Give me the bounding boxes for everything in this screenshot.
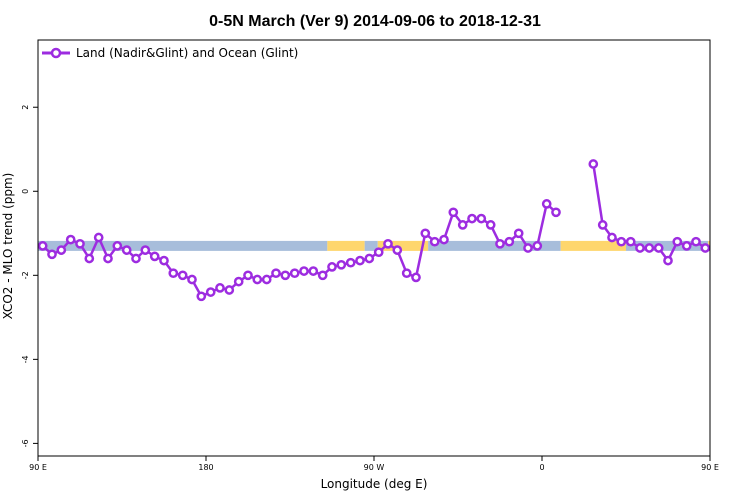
band-segment — [38, 240, 328, 251]
data-point — [271, 268, 281, 279]
x-tick-label: 0 — [539, 463, 544, 472]
data-point — [625, 236, 636, 247]
data-point — [523, 243, 533, 253]
data-series — [37, 159, 711, 302]
data-point — [597, 220, 608, 230]
data-point — [177, 270, 188, 281]
data-point — [131, 253, 141, 264]
data-point — [588, 159, 599, 169]
data-point — [681, 241, 692, 251]
data-point — [392, 245, 403, 255]
data-point — [429, 236, 440, 247]
data-point — [439, 234, 449, 245]
band-segment — [428, 240, 561, 251]
y-tick-label: 0 — [21, 189, 30, 194]
data-point — [103, 253, 113, 264]
data-point — [616, 236, 627, 247]
data-point — [532, 241, 543, 251]
data-point — [457, 220, 468, 230]
x-tick-label: 90 E — [29, 463, 47, 472]
data-point — [93, 232, 104, 243]
data-point — [233, 276, 244, 287]
data-point — [373, 247, 384, 258]
band-segment — [327, 240, 365, 251]
data-point — [327, 262, 337, 272]
data-point — [168, 268, 179, 279]
x-tick-label: 90 W — [364, 463, 385, 472]
data-point — [364, 253, 375, 264]
data-point — [121, 245, 132, 255]
y-axis-label: XCO2 - MLO trend (ppm) — [1, 173, 15, 320]
data-point — [504, 236, 515, 247]
data-point — [551, 207, 561, 218]
data-point — [75, 238, 85, 249]
data-point — [56, 245, 67, 255]
data-point — [672, 236, 683, 247]
chart-title: 0-5N March (Ver 9) 2014-09-06 to 2018-12… — [209, 13, 541, 30]
data-point — [84, 253, 95, 264]
data-point — [317, 270, 328, 281]
legend-marker — [50, 47, 62, 59]
data-point — [345, 257, 356, 268]
band-segment — [364, 240, 378, 251]
data-point — [485, 220, 496, 230]
data-point — [448, 207, 459, 218]
data-point — [420, 228, 431, 239]
data-point — [37, 241, 48, 251]
data-point — [663, 255, 673, 266]
data-point — [336, 259, 347, 270]
data-point — [65, 234, 76, 245]
y-tick-label: 2 — [21, 105, 30, 110]
data-point — [243, 270, 253, 281]
data-point — [495, 238, 505, 249]
data-point — [513, 228, 524, 239]
band-segment — [377, 240, 429, 251]
data-point — [411, 272, 421, 283]
y-tick-label: -6 — [21, 439, 30, 447]
data-point — [308, 266, 319, 276]
data-point — [261, 274, 272, 285]
legend-entry: Land (Nadir&Glint) and Ocean (Glint) — [76, 46, 298, 60]
x-tick-label: 90 E — [701, 463, 719, 472]
data-point — [607, 232, 617, 243]
y-axis: 2 0 -2 -4 -6 — [21, 105, 38, 447]
data-point — [691, 236, 701, 247]
data-point — [252, 274, 263, 285]
y-tick-label: -2 — [21, 271, 30, 279]
data-point — [644, 243, 655, 253]
band-segment — [626, 240, 709, 251]
data-point — [224, 285, 235, 295]
y-tick-label: -4 — [21, 355, 30, 363]
x-axis-label: Longitude (deg E) — [321, 477, 428, 491]
data-point — [196, 291, 207, 302]
data-point — [280, 270, 291, 281]
data-point — [140, 245, 151, 255]
data-point — [159, 255, 169, 266]
data-point — [467, 213, 477, 224]
data-point — [476, 213, 487, 224]
data-point — [205, 287, 216, 297]
data-point — [541, 199, 552, 209]
data-point — [635, 243, 645, 253]
data-point — [215, 283, 225, 293]
data-point — [112, 241, 123, 251]
x-axis: 90 E 180 90 W 0 90 E — [29, 456, 719, 472]
data-point — [653, 243, 664, 253]
reference-band — [38, 240, 710, 251]
data-point — [383, 238, 393, 249]
band-segment — [560, 240, 626, 251]
data-point — [355, 255, 365, 266]
data-point — [187, 274, 197, 285]
data-point — [289, 268, 300, 279]
data-point — [401, 268, 412, 279]
data-point — [149, 251, 160, 262]
data-point — [47, 249, 57, 260]
data-point — [299, 266, 309, 276]
data-point — [700, 243, 711, 253]
x-tick-label: 180 — [198, 463, 213, 472]
legend: Land (Nadir&Glint) and Ocean (Glint) — [42, 46, 298, 60]
